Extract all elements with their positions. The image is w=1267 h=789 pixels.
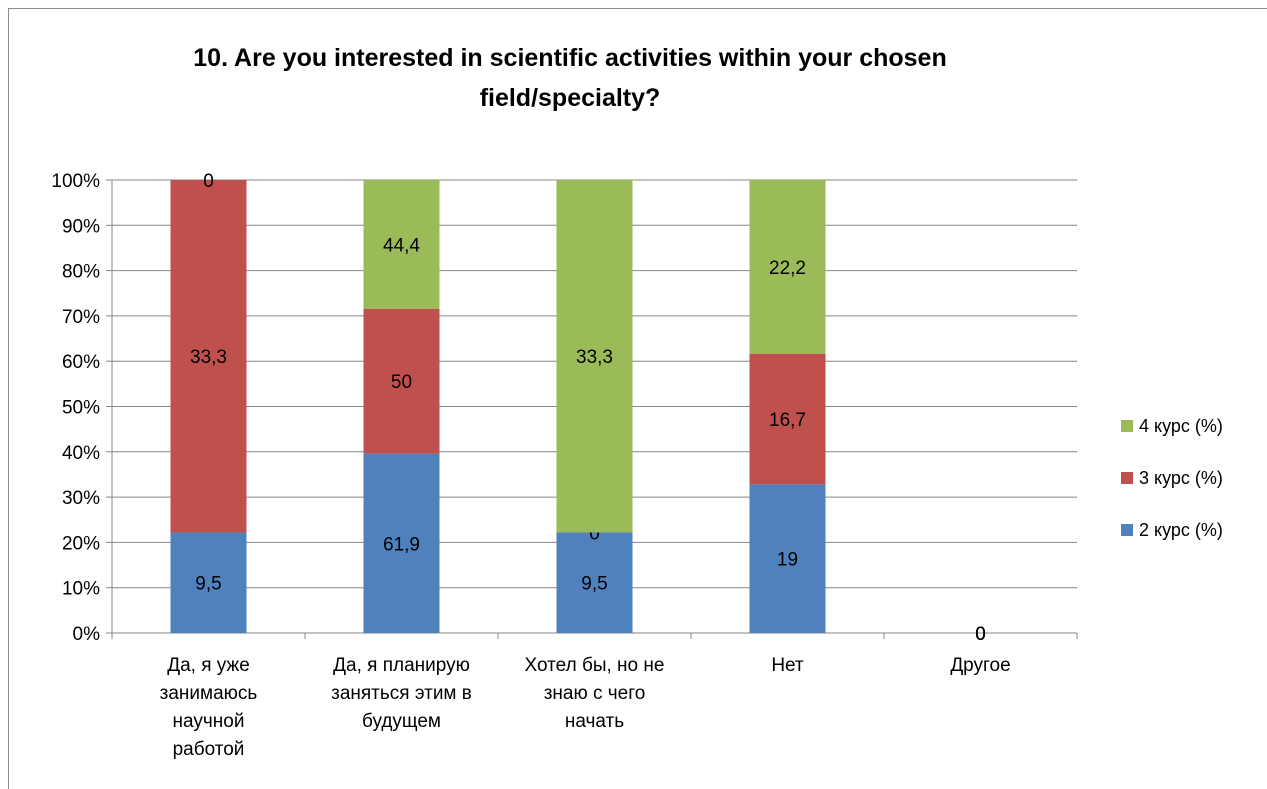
chart-title: 10. Are you interested in scientific act… [193,44,947,112]
bar-segment [170,180,247,533]
data-label: 61,9 [383,534,420,555]
data-label: 0 [589,523,600,544]
data-label: 0 [975,624,986,645]
bar-segment [363,308,440,454]
y-tick-label: 0% [73,624,101,645]
x-category-label: Нет [771,655,804,676]
data-label: 33,3 [190,347,227,368]
x-category-label: Другое [950,655,1011,676]
data-label: 50 [391,372,412,393]
data-label: 44,4 [383,235,420,256]
chart-frame [8,8,1267,789]
legend-swatch [1121,472,1133,484]
legend-item: 2 курс (%) [1121,518,1223,542]
bar-segment [556,532,633,633]
y-tick-label: 70% [62,307,100,328]
y-tick-label: 30% [62,488,100,509]
data-label: 0 [203,171,214,192]
bar-segment [556,180,633,533]
legend-label: 3 курс (%) [1139,467,1223,488]
y-tick-label: 80% [62,262,100,283]
x-category-label: Да, я уже занимаюсь научной работой [159,655,258,760]
bar-segment [749,180,826,354]
y-tick-label: 50% [62,398,100,419]
legend-swatch [1121,524,1133,536]
data-label: 0 [975,624,986,645]
legend-label: 4 курс (%) [1139,415,1223,436]
y-tick-label: 90% [62,216,100,237]
y-tick-label: 40% [62,443,100,464]
bar-segment [170,532,247,633]
y-tick-label: 20% [62,533,100,554]
legend-item: 3 курс (%) [1121,466,1223,490]
data-label: 0 [975,624,986,645]
bar-segment [363,453,440,633]
bar-segment [363,180,440,309]
x-category-label: Хотел бы, но не знаю с чего начать [524,655,665,732]
legend-swatch [1121,420,1133,432]
data-label: 9,5 [195,574,221,595]
bar-segment [749,353,826,485]
data-label: 9,5 [581,574,607,595]
y-tick-label: 60% [62,352,100,373]
x-category-label: Да, я планирую заняться этим в будущем [331,655,472,732]
data-label: 19 [777,550,798,571]
legend-item: 4 курс (%) [1121,414,1223,438]
data-label: 16,7 [769,410,806,431]
legend-label: 2 курс (%) [1139,519,1223,540]
data-label: 33,3 [576,347,613,368]
y-tick-label: 100% [51,171,100,192]
y-tick-label: 10% [62,579,100,600]
data-label: 22,2 [769,258,806,279]
bar-segment [749,484,826,633]
